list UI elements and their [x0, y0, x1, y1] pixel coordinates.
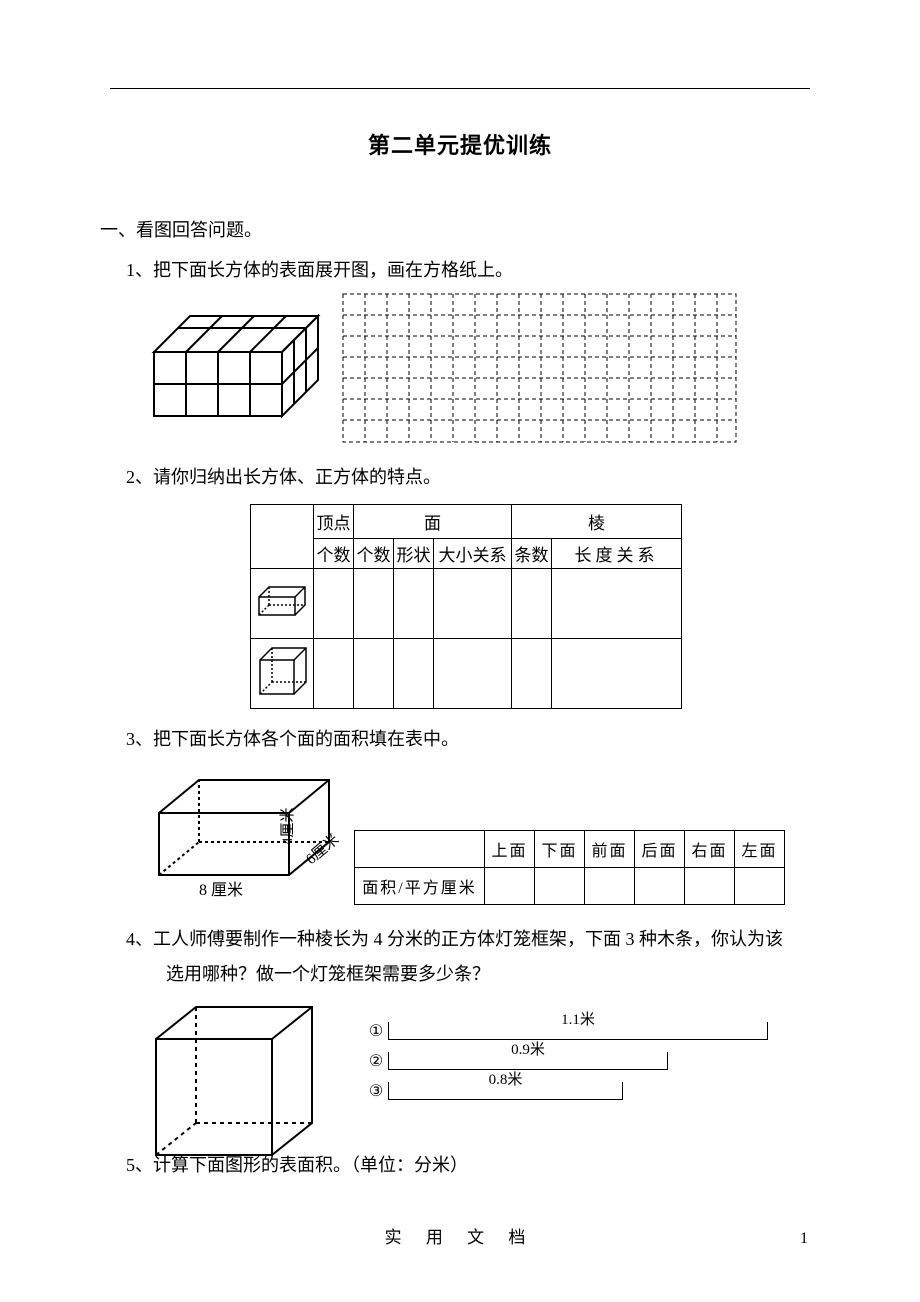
wood-len-2: 0.9米	[511, 1038, 545, 1059]
q2-table: 顶点 面 棱 个数 个数 形状 大小关系 条数 长度关系	[250, 504, 682, 709]
question-2: 2、请你归纳出长方体、正方体的特点。	[126, 463, 820, 492]
wood-option-3: ③ 0.8米	[364, 1081, 768, 1101]
dashed-grid-paper	[342, 293, 737, 443]
th-bottom: 下面	[535, 831, 585, 868]
th-right: 右面	[685, 831, 735, 868]
th-sizerel: 大小关系	[434, 538, 512, 568]
th-edge: 棱	[512, 504, 682, 538]
th-count1: 个数	[314, 538, 354, 568]
wood-label-1: ①	[364, 1021, 388, 1041]
th-front: 前面	[585, 831, 635, 868]
th-back: 后面	[635, 831, 685, 868]
row-cube-icon	[251, 638, 314, 708]
q3-cuboid-fig: 8 厘米 4厘米 6厘米	[144, 765, 344, 905]
th-shape: 形状	[394, 538, 434, 568]
cuboid-grid-icon	[144, 297, 324, 427]
question-3: 3、把下面长方体各个面的面积填在表中。	[126, 725, 820, 754]
wood-bracket-1: 1.1米	[388, 1022, 768, 1040]
cube-frame-icon	[144, 1001, 324, 1159]
th-count3: 条数	[512, 538, 552, 568]
row-area-label: 面积/平方厘米	[355, 868, 485, 905]
wood-option-2: ② 0.9米	[364, 1051, 768, 1071]
wood-option-1: ① 1.1米	[364, 1021, 768, 1041]
q3-len: 8 厘米	[199, 881, 243, 899]
footer-text: 实 用 文 档	[0, 1223, 920, 1248]
wood-len-1: 1.1米	[561, 1008, 595, 1029]
q1-figure-row	[144, 297, 820, 443]
q3-height: 4厘米	[279, 808, 296, 846]
wood-len-3: 0.8米	[489, 1068, 523, 1089]
th-count2: 个数	[354, 538, 394, 568]
question-4a: 4、工人师傅要制作一种棱长为 4 分米的正方体灯笼框架，下面 3 种木条，你认为…	[126, 925, 820, 954]
page-number: 1	[800, 1230, 808, 1248]
row-cuboid-icon	[251, 568, 314, 638]
th-lenrel: 长度关系	[552, 538, 682, 568]
wood-bracket-2: 0.9米	[388, 1052, 668, 1070]
q3-figure-row: 8 厘米 4厘米 6厘米 上面 下面 前面 后面 右面 左面 面积/平方厘米	[144, 765, 820, 905]
wood-bracket-3: 0.8米	[388, 1082, 623, 1100]
th-face: 面	[354, 504, 512, 538]
q3-width: 6厘米	[303, 831, 343, 868]
section-1-heading: 一、看图回答问题。	[100, 216, 820, 242]
q3-table: 上面 下面 前面 后面 右面 左面 面积/平方厘米	[354, 830, 785, 905]
th-left: 左面	[735, 831, 785, 868]
th-vertex: 顶点	[314, 504, 354, 538]
th-blank	[355, 831, 485, 868]
q4-figure-row: ① 1.1米 ② 0.9米 ③ 0.8米	[144, 1001, 820, 1159]
top-rule	[110, 88, 810, 89]
question-4b: 选用哪种？做一个灯笼框架需要多少条？	[126, 960, 820, 989]
wood-label-2: ②	[364, 1051, 388, 1071]
page-title: 第二单元提优训练	[100, 128, 820, 160]
th-top: 上面	[485, 831, 535, 868]
wood-label-3: ③	[364, 1081, 388, 1101]
question-1: 1、把下面长方体的表面展开图，画在方格纸上。	[126, 256, 820, 285]
